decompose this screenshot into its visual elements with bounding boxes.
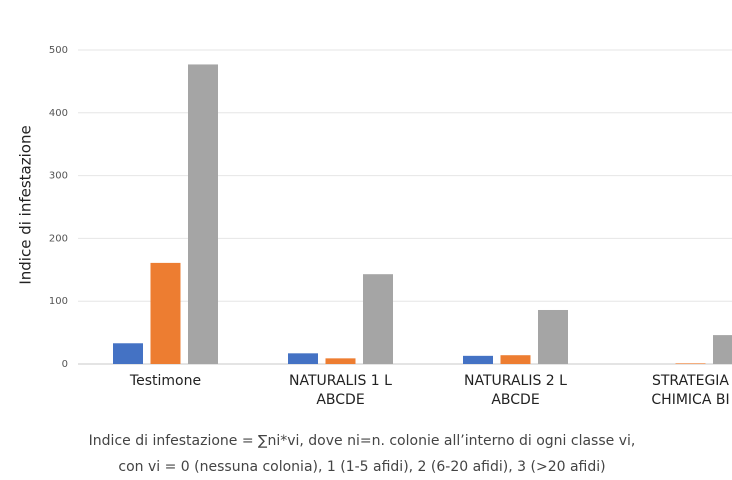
- bar: [538, 309, 568, 364]
- bar: [675, 363, 706, 364]
- x-tick-label: STRATEGIA: [652, 373, 729, 389]
- bar: [150, 262, 181, 364]
- x-tick-label: ABCDE: [491, 392, 539, 408]
- bar: [713, 335, 732, 364]
- y-axis-label: Indice di infestazione: [17, 125, 35, 284]
- bar: [113, 343, 143, 364]
- x-tick-label: NATURALIS 2 L: [464, 373, 567, 389]
- y-tick-label: 0: [62, 359, 68, 370]
- y-tick-label: 300: [49, 171, 68, 182]
- y-tick-label: 200: [49, 233, 68, 244]
- y-tick-label: 400: [49, 108, 68, 119]
- bar: [188, 64, 218, 364]
- bar: [463, 355, 493, 364]
- x-tick-label: ABCDE: [316, 392, 364, 408]
- x-tick-label: CHIMICA BI: [651, 392, 729, 408]
- y-tick-label: 500: [49, 45, 68, 56]
- caption: Indice di infestazione = ∑ni*vi, dove ni…: [89, 433, 636, 449]
- caption: con vi = 0 (nessuna colonia), 1 (1-5 afi…: [118, 459, 605, 475]
- x-tick-label: NATURALIS 1 L: [289, 373, 392, 389]
- x-tick-label: Testimone: [129, 373, 201, 389]
- bar: [363, 274, 393, 364]
- y-tick-label: 100: [49, 296, 68, 307]
- bar: [325, 358, 356, 364]
- bar: [500, 355, 531, 364]
- bar: [288, 353, 318, 364]
